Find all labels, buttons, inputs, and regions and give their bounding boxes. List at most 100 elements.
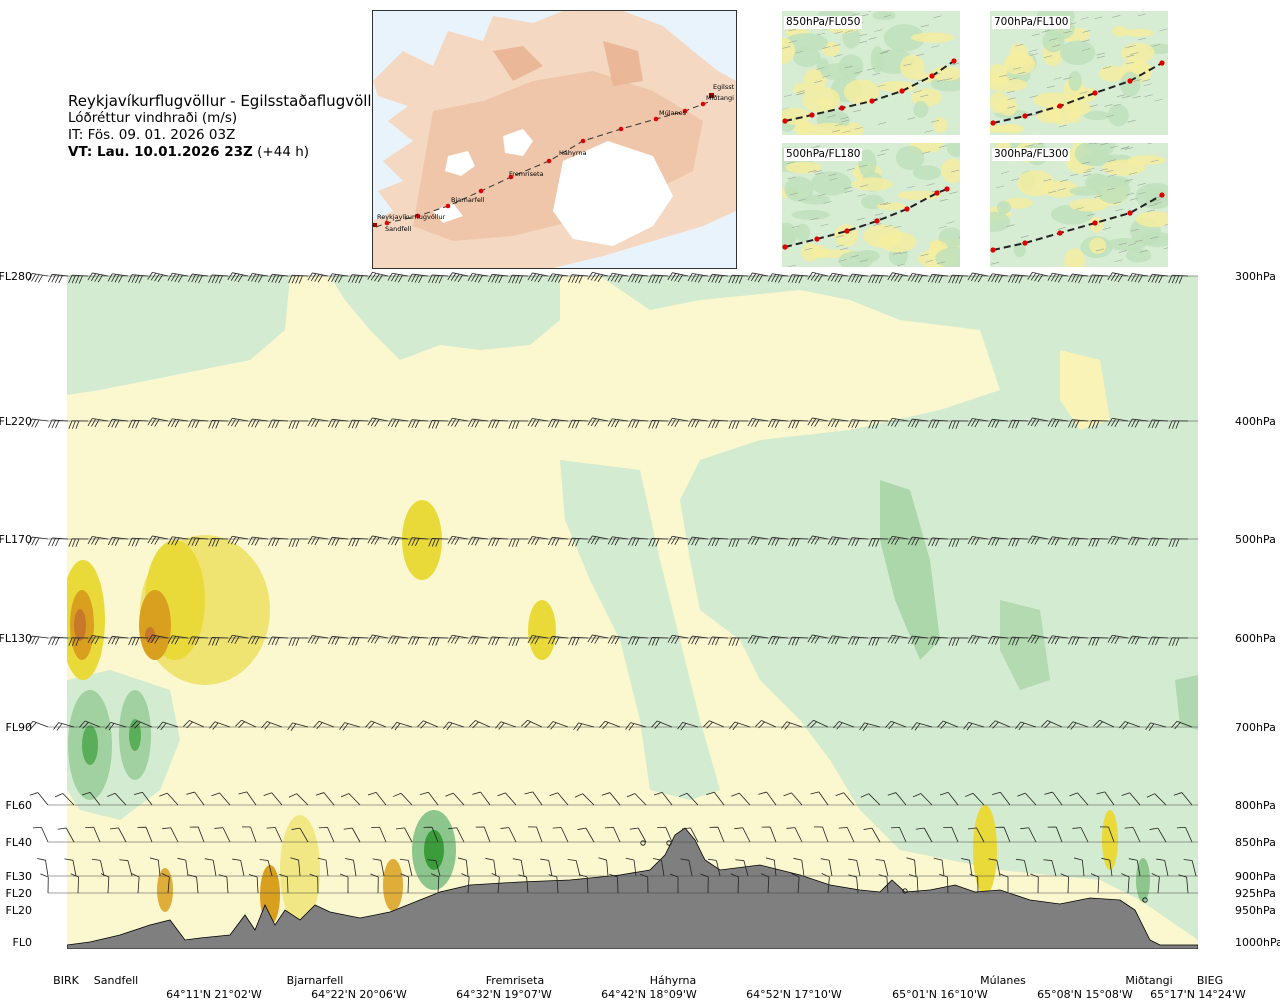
panel-wind-mark [828, 173, 837, 177]
wind-barb [708, 537, 729, 547]
panel-wind-mark [1017, 71, 1026, 75]
panel-wind-mark [1081, 39, 1090, 43]
right-axis-tick-label: 900hPa [1235, 870, 1276, 883]
wind-barb [587, 634, 609, 644]
left-axis-tick-label: FL20 [6, 887, 32, 900]
wind-barb [1041, 720, 1063, 729]
wind-barb [700, 873, 709, 894]
wind-barb [1147, 273, 1169, 284]
coordinate-label: 64°42'N 18°09'W [601, 988, 697, 1001]
panel-wind-mark [783, 94, 792, 98]
wind-barb [578, 874, 589, 894]
wind-barb [783, 792, 803, 806]
wind-barb [807, 272, 829, 283]
wind-barb [927, 273, 949, 284]
wind-barb [767, 273, 789, 283]
wind-barb [989, 720, 1011, 729]
wind-barb [807, 535, 829, 545]
panel-700: 700hPa/FL100 [990, 11, 1168, 135]
wind-barb [547, 273, 569, 283]
field-region [973, 805, 997, 895]
panel-field-patch [810, 171, 852, 196]
panel-field-patch [912, 165, 942, 181]
wind-barb [288, 637, 309, 646]
panel-field-patch [1123, 28, 1154, 37]
wind-barb [911, 722, 933, 731]
map-label-bjarnarfell: Bjarnarfell [451, 196, 485, 204]
panel-wind-mark [1146, 209, 1155, 213]
wind-barb [1124, 827, 1141, 843]
panel-wind-mark [860, 184, 869, 188]
wind-barb [57, 827, 75, 843]
panel-wind-mark [1107, 187, 1116, 191]
wind-barb [128, 419, 149, 429]
panel-wind-mark [1124, 45, 1133, 49]
wind-barb [131, 720, 153, 729]
wind-barb [848, 858, 861, 877]
wind-barb [307, 635, 329, 645]
wind-barb [1015, 721, 1037, 731]
wind-barb [37, 858, 49, 877]
panel-field-patch [1125, 248, 1152, 263]
panel-850: 850hPa/FL050 [782, 11, 960, 135]
panel-wind-mark [877, 84, 886, 88]
panel-wind-mark [1120, 147, 1129, 150]
wind-barb [1030, 873, 1039, 894]
panel-wind-mark [879, 202, 889, 205]
wind-barb [327, 273, 349, 283]
panel-route-line [992, 194, 1163, 251]
wind-barb [859, 722, 881, 731]
panel-wind-mark [944, 78, 953, 81]
panel-route-point [1159, 60, 1165, 66]
panel-wind-mark [1103, 66, 1112, 69]
wind-barb [387, 536, 409, 546]
wind-barb [607, 635, 629, 645]
panel-route-point [844, 228, 850, 234]
wind-barb [810, 791, 829, 806]
wind-barb [508, 274, 529, 284]
wind-barb [627, 273, 649, 284]
panel-wind-mark [829, 178, 838, 181]
wind-barb [728, 637, 749, 646]
wind-barb [261, 721, 283, 730]
wind-barb [91, 858, 105, 877]
panel-field-patch [784, 176, 814, 202]
panel-wind-mark [1130, 52, 1139, 55]
panel-wind-mark [880, 149, 889, 152]
wind-barb [393, 792, 413, 806]
wind-barb [527, 536, 549, 546]
wind-barb [827, 635, 849, 645]
wind-barb [887, 417, 909, 427]
wind-barb [1017, 792, 1037, 806]
wind-barb [667, 634, 689, 644]
wind-barb [307, 536, 329, 546]
wind-barb [625, 722, 647, 731]
wind-barb [965, 792, 985, 806]
panel-500: 500hPa/FL180 [782, 143, 960, 267]
wind-barb [708, 636, 729, 646]
right-axis-tick-label: 950hPa [1235, 904, 1276, 917]
wind-barb [428, 538, 449, 547]
panel-field-patch [1060, 40, 1096, 65]
panel-wind-mark [1109, 145, 1119, 149]
panel-field-patch [878, 231, 917, 253]
wind-barb [247, 418, 269, 428]
wind-barb [1099, 826, 1115, 843]
wind-barb [27, 635, 49, 645]
left-axis-tick-label: FL220 [0, 415, 32, 428]
wind-barb [987, 418, 1009, 428]
panel-wind-mark [813, 80, 823, 83]
wind-barb [729, 721, 751, 731]
wind-barbs [27, 272, 1198, 894]
panel-route-point [1127, 210, 1133, 216]
panel-wind-mark [1095, 248, 1105, 252]
wind-barb [131, 873, 140, 894]
wind-barb [552, 827, 569, 843]
wind-barb [68, 637, 89, 646]
wind-barb [848, 537, 869, 547]
wind-barb [755, 720, 777, 729]
panel-wind-mark [832, 44, 841, 47]
station-label: BIRK [53, 974, 79, 987]
wind-barb [487, 273, 509, 284]
wind-barb [786, 827, 803, 843]
